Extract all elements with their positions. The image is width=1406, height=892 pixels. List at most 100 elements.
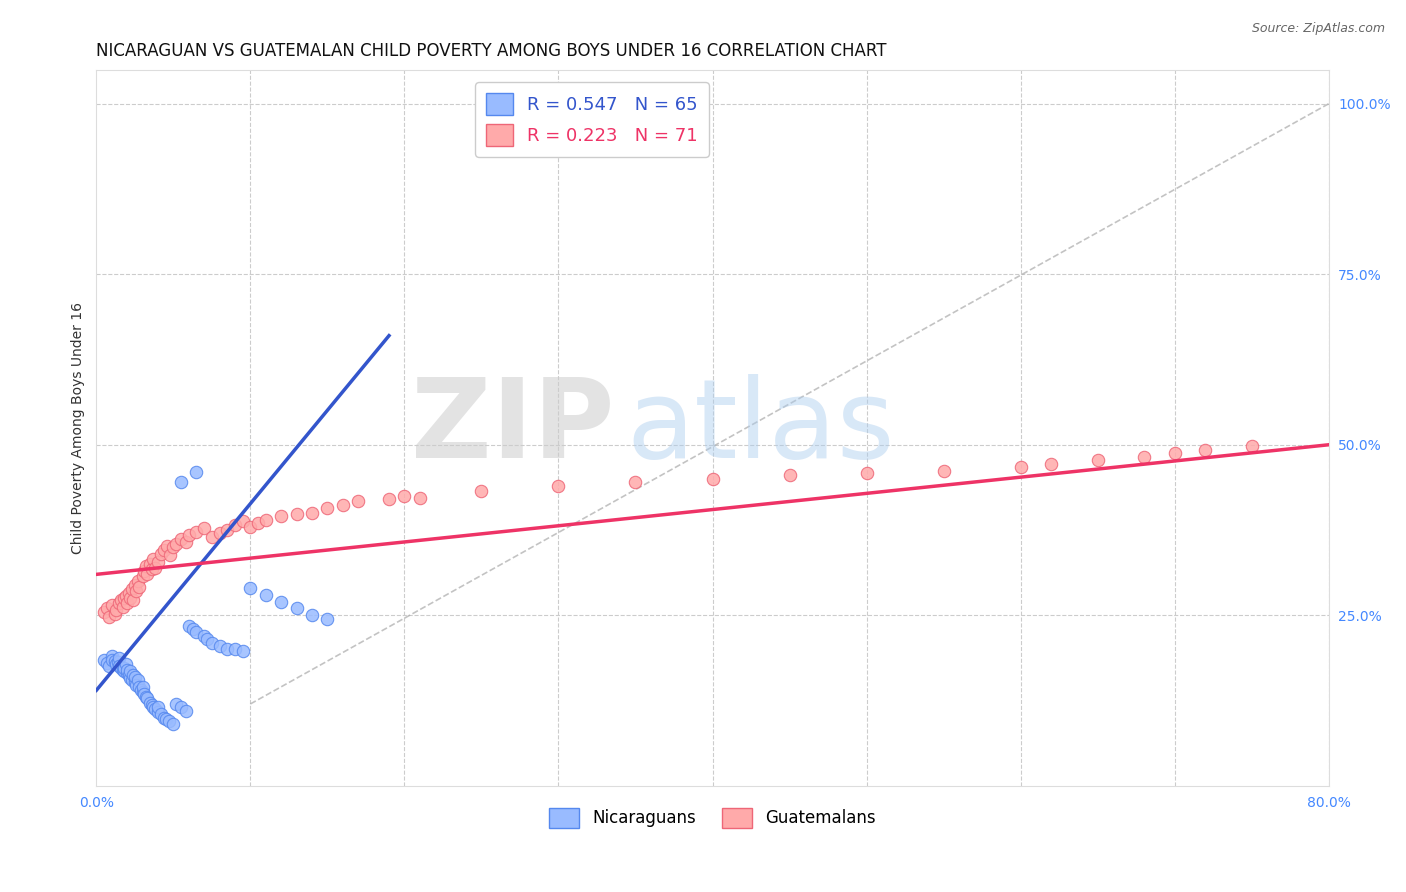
Point <box>124 675 146 690</box>
Point <box>118 668 141 682</box>
Point <box>122 593 145 607</box>
Point <box>247 516 270 531</box>
Point <box>122 668 145 682</box>
Point <box>208 526 231 541</box>
Point <box>96 656 118 670</box>
Point <box>254 588 277 602</box>
Point <box>1010 459 1032 474</box>
Point <box>174 534 197 549</box>
Point <box>170 700 193 714</box>
Point <box>301 608 323 623</box>
Point <box>146 705 169 719</box>
Point <box>105 603 128 617</box>
Point <box>150 707 173 722</box>
Point <box>162 717 184 731</box>
Text: NICARAGUAN VS GUATEMALAN CHILD POVERTY AMONG BOYS UNDER 16 CORRELATION CHART: NICARAGUAN VS GUATEMALAN CHILD POVERTY A… <box>97 42 887 60</box>
Point <box>316 612 339 626</box>
Point <box>195 632 218 647</box>
Point <box>177 618 200 632</box>
Point <box>124 577 146 591</box>
Point <box>135 559 157 574</box>
Point <box>111 663 134 677</box>
Point <box>115 663 138 677</box>
Point <box>239 581 262 595</box>
Point <box>124 670 146 684</box>
Point <box>183 622 205 636</box>
Point <box>153 710 176 724</box>
Point <box>112 664 135 678</box>
Point <box>156 539 179 553</box>
Point <box>142 552 165 566</box>
Point <box>105 657 128 672</box>
Point <box>127 673 149 687</box>
Point <box>409 491 432 505</box>
Point <box>125 678 148 692</box>
Point <box>217 642 239 657</box>
Point <box>217 523 239 537</box>
Point <box>316 500 339 515</box>
Point <box>855 467 877 481</box>
Point <box>347 493 370 508</box>
Point <box>146 555 169 569</box>
Point <box>208 639 231 653</box>
Point <box>146 700 169 714</box>
Point <box>114 589 136 603</box>
Point <box>120 591 142 606</box>
Point <box>132 687 155 701</box>
Point <box>779 468 801 483</box>
Point <box>114 657 136 672</box>
Point <box>139 696 162 710</box>
Point <box>131 680 153 694</box>
Point <box>120 664 142 678</box>
Point <box>285 508 308 522</box>
Point <box>201 530 224 544</box>
Point <box>1040 457 1063 471</box>
Point <box>470 484 492 499</box>
Point <box>232 514 254 528</box>
Point <box>125 584 148 599</box>
Point <box>110 593 132 607</box>
Point <box>177 528 200 542</box>
Text: Source: ZipAtlas.com: Source: ZipAtlas.com <box>1251 22 1385 36</box>
Point <box>131 568 153 582</box>
Text: atlas: atlas <box>626 375 894 481</box>
Point <box>155 712 177 726</box>
Point <box>624 475 647 490</box>
Point <box>100 598 122 612</box>
Point <box>112 591 135 606</box>
Point <box>1163 446 1185 460</box>
Point <box>186 524 208 539</box>
Point <box>115 596 138 610</box>
Point <box>547 478 569 492</box>
Point <box>136 691 159 706</box>
Point <box>394 489 416 503</box>
Point <box>104 654 127 668</box>
Point <box>112 661 135 675</box>
Point <box>143 702 166 716</box>
Point <box>1240 439 1263 453</box>
Point <box>127 574 149 589</box>
Point <box>239 519 262 533</box>
Point <box>128 680 150 694</box>
Point <box>128 580 150 594</box>
Point <box>107 655 129 669</box>
Point <box>162 540 184 554</box>
Point <box>702 472 724 486</box>
Point <box>270 509 292 524</box>
Point <box>110 661 132 675</box>
Point <box>285 601 308 615</box>
Point <box>170 475 193 490</box>
Point <box>115 666 138 681</box>
Point <box>97 609 120 624</box>
Point <box>100 652 122 666</box>
Text: ZIP: ZIP <box>411 375 614 481</box>
Point <box>121 673 143 687</box>
Point <box>100 649 122 664</box>
Legend: Nicaraguans, Guatemalans: Nicaraguans, Guatemalans <box>543 801 882 835</box>
Point <box>139 557 162 571</box>
Point <box>165 536 187 550</box>
Point <box>301 506 323 520</box>
Point <box>186 625 208 640</box>
Point <box>93 652 115 666</box>
Point <box>1087 452 1109 467</box>
